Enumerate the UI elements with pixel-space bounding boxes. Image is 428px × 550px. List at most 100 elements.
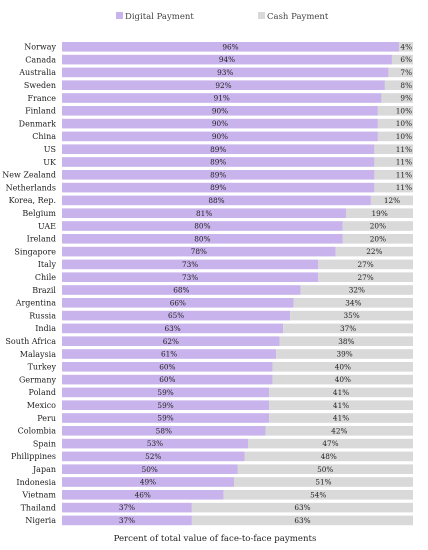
- data-label-cash: 10%: [396, 106, 412, 115]
- bar-digital: [62, 477, 234, 487]
- bar-cash: [248, 438, 413, 449]
- bar-digital: [62, 387, 270, 398]
- bar-digital: [62, 349, 277, 359]
- data-label-digital: 93%: [217, 68, 233, 77]
- bar-digital: [62, 272, 319, 282]
- data-label-digital: 73%: [182, 273, 198, 282]
- data-label-digital: 92%: [215, 81, 231, 90]
- y-tick-label: Peru: [37, 414, 56, 423]
- bar-cash: [290, 310, 413, 321]
- bar-digital: [62, 285, 301, 295]
- data-label-cash: 10%: [396, 132, 412, 141]
- bar-cash: [374, 182, 413, 193]
- data-label-digital: 50%: [142, 465, 158, 474]
- bar-digital: [62, 246, 336, 257]
- bar-digital: [62, 157, 375, 167]
- bar-cash: [374, 170, 413, 180]
- data-label-digital: 90%: [212, 132, 228, 141]
- data-label-cash: 35%: [343, 311, 359, 320]
- data-label-cash: 41%: [333, 414, 349, 423]
- bar-cash: [300, 285, 413, 295]
- bar-digital: [62, 118, 378, 129]
- data-label-cash: 27%: [358, 260, 374, 269]
- bar-digital: [62, 234, 343, 244]
- bar-cash: [346, 208, 413, 218]
- data-label-cash: 11%: [396, 183, 412, 192]
- data-label-digital: 90%: [212, 106, 228, 115]
- data-label-cash: 54%: [310, 490, 326, 499]
- y-tick-label: UAE: [38, 222, 56, 231]
- bar-digital: [62, 323, 284, 334]
- data-label-digital: 58%: [156, 426, 172, 435]
- data-label-cash: 19%: [372, 209, 388, 218]
- bar-digital: [62, 298, 294, 308]
- bar-digital: [62, 451, 245, 462]
- bar-digital: [62, 54, 392, 65]
- bar-digital: [62, 259, 319, 270]
- y-tick-label: France: [27, 94, 56, 103]
- y-tick-label: Canada: [25, 55, 56, 64]
- data-label-digital: 37%: [119, 516, 135, 525]
- y-tick-label: Brazil: [32, 286, 56, 295]
- y-tick-label: Argentina: [15, 299, 57, 308]
- legend: Digital Payment Cash Payment: [116, 12, 329, 22]
- y-tick-label: Indonesia: [16, 478, 56, 487]
- y-tick-label: Vietnam: [21, 491, 56, 500]
- data-label-cash: 34%: [345, 298, 361, 307]
- bar-digital: [62, 490, 224, 500]
- y-tick-label: Netherlands: [6, 183, 56, 192]
- y-tick-label: Thailand: [21, 503, 56, 512]
- legend-swatch-cash: [258, 12, 265, 19]
- data-label-digital: 66%: [170, 298, 186, 307]
- data-label-digital: 52%: [145, 452, 161, 461]
- y-tick-label: Germany: [19, 375, 56, 384]
- data-label-digital: 89%: [210, 170, 226, 179]
- legend-label-digital: Digital Payment: [125, 12, 194, 22]
- y-tick-label: Australia: [18, 68, 56, 77]
- data-label-cash: 9%: [400, 94, 412, 103]
- data-label-digital: 96%: [222, 42, 238, 51]
- data-label-cash: 39%: [336, 350, 352, 359]
- data-label-cash: 22%: [366, 247, 382, 256]
- bar-cash: [191, 515, 413, 526]
- data-label-cash: 50%: [317, 465, 333, 474]
- data-label-cash: 11%: [396, 158, 412, 167]
- data-label-digital: 59%: [157, 414, 173, 423]
- bar-cash: [318, 259, 413, 270]
- data-label-digital: 80%: [194, 222, 210, 231]
- bar-cash: [223, 490, 413, 500]
- data-label-digital: 59%: [157, 401, 173, 410]
- y-tick-label: Malaysia: [20, 350, 56, 359]
- data-label-digital: 60%: [159, 375, 175, 384]
- bar-cash: [388, 67, 413, 78]
- bar-digital: [62, 515, 192, 526]
- y-tick-label: Spain: [33, 439, 56, 448]
- bar-cash: [342, 234, 413, 244]
- bar-digital: [62, 67, 389, 78]
- y-tick-label: Denmark: [19, 119, 56, 128]
- y-tick-label: Norway: [24, 43, 56, 52]
- bar-digital: [62, 310, 291, 321]
- y-tick-label: China: [32, 132, 56, 141]
- data-label-digital: 62%: [163, 337, 179, 346]
- y-tick-label: Singapore: [14, 247, 56, 256]
- bar-cash: [391, 54, 413, 65]
- y-tick-label: Nigeria: [25, 516, 56, 525]
- bar-cash: [269, 387, 413, 398]
- bar-cash: [377, 118, 413, 129]
- bar-cash: [233, 477, 413, 487]
- bar-cash: [237, 464, 413, 474]
- bar-cash: [244, 451, 413, 462]
- bars-layer: Norway 96% 4% Canada 94% 6% Australia 93% 7% Swed…: [2, 42, 413, 525]
- y-tick-label: Chile: [35, 273, 56, 282]
- bar-digital: [62, 170, 375, 180]
- data-label-digital: 63%: [164, 324, 180, 333]
- data-label-cash: 37%: [340, 324, 356, 333]
- data-label-digital: 68%: [173, 286, 189, 295]
- y-tick-label: Mexico: [27, 401, 56, 410]
- bar-digital: [62, 413, 270, 423]
- data-label-cash: 4%: [400, 42, 412, 51]
- bar-digital: [62, 93, 382, 103]
- data-label-digital: 61%: [161, 350, 177, 359]
- bar-digital: [62, 502, 192, 513]
